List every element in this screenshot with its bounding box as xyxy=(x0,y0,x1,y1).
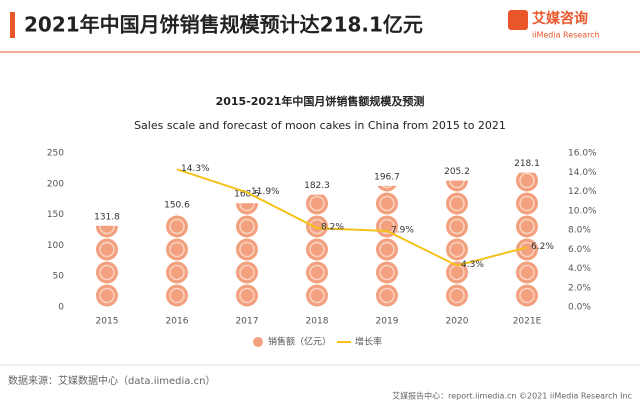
logo-cn: 艾媒咨询 xyxy=(532,10,588,27)
y2-tick-label: 16.0% xyxy=(568,149,597,159)
x-tick-label: 2017 xyxy=(236,317,259,327)
chart-subtitle: Sales scale and forecast of moon cakes i… xyxy=(134,119,506,132)
legend-label: 增长率 xyxy=(355,336,382,348)
bar xyxy=(305,194,329,307)
line-label: 6.2% xyxy=(531,242,554,252)
y-tick-label: 250 xyxy=(47,149,64,159)
value-label: 205.2 xyxy=(444,167,470,177)
value-label: 196.7 xyxy=(374,172,400,182)
logo-icon xyxy=(508,10,528,30)
footer-source: 数据来源：艾媒数据中心（data.iimedia.cn） xyxy=(8,374,215,387)
value-label: 182.3 xyxy=(304,181,330,191)
line-label: 4.3% xyxy=(461,260,484,270)
y-tick-label: 150 xyxy=(47,210,64,220)
y-tick-label: 50 xyxy=(53,272,65,282)
y2-tick-label: 6.0% xyxy=(568,245,591,255)
line-label: 8.2% xyxy=(321,223,344,233)
x-tick-label: 2020 xyxy=(446,317,469,327)
value-label: 218.1 xyxy=(514,159,540,169)
y2-tick-label: 4.0% xyxy=(568,264,591,274)
y2-tick-label: 14.0% xyxy=(568,168,597,178)
chart-title: 2015-2021年中国月饼销售额规模及预测 xyxy=(216,94,425,108)
bar xyxy=(515,172,539,307)
page-title: 2021年中国月饼销售规模预计达218.1亿元 xyxy=(24,13,423,37)
x-tick-label: 2021E xyxy=(513,317,542,327)
line-label: 7.9% xyxy=(391,225,414,235)
value-label: 168.5 xyxy=(234,190,260,200)
line xyxy=(176,168,528,267)
title-accent xyxy=(10,12,15,38)
line-label: 14.3% xyxy=(181,164,210,174)
value-label: 150.6 xyxy=(164,201,190,211)
y2-tick-label: 2.0% xyxy=(568,283,591,293)
x-tick-label: 2015 xyxy=(96,317,119,327)
bar xyxy=(235,203,259,307)
x-tick-label: 2016 xyxy=(166,317,189,327)
y2-tick-label: 12.0% xyxy=(568,187,597,197)
bar xyxy=(95,225,119,307)
y2-tick-label: 10.0% xyxy=(568,206,597,216)
y-tick-label: 0 xyxy=(58,303,64,313)
x-tick-label: 2018 xyxy=(306,317,329,327)
footer-right: 艾媒报告中心：report.iimedia.cn ©2021 iiMedia R… xyxy=(392,391,632,401)
legend-label: 销售额（亿元） xyxy=(268,336,331,348)
legend-swatch xyxy=(253,337,263,347)
bar xyxy=(445,180,469,307)
line-label: 11.9% xyxy=(251,187,280,197)
y2-tick-label: 8.0% xyxy=(568,226,591,236)
logo-en: iiMedia Research xyxy=(532,31,600,40)
y-tick-label: 100 xyxy=(47,241,64,251)
y2-tick-label: 0.0% xyxy=(568,303,591,313)
bar xyxy=(375,185,399,307)
x-tick-label: 2019 xyxy=(376,317,399,327)
y-tick-label: 200 xyxy=(47,179,64,189)
bar xyxy=(165,214,189,307)
value-label: 131.8 xyxy=(94,212,120,222)
